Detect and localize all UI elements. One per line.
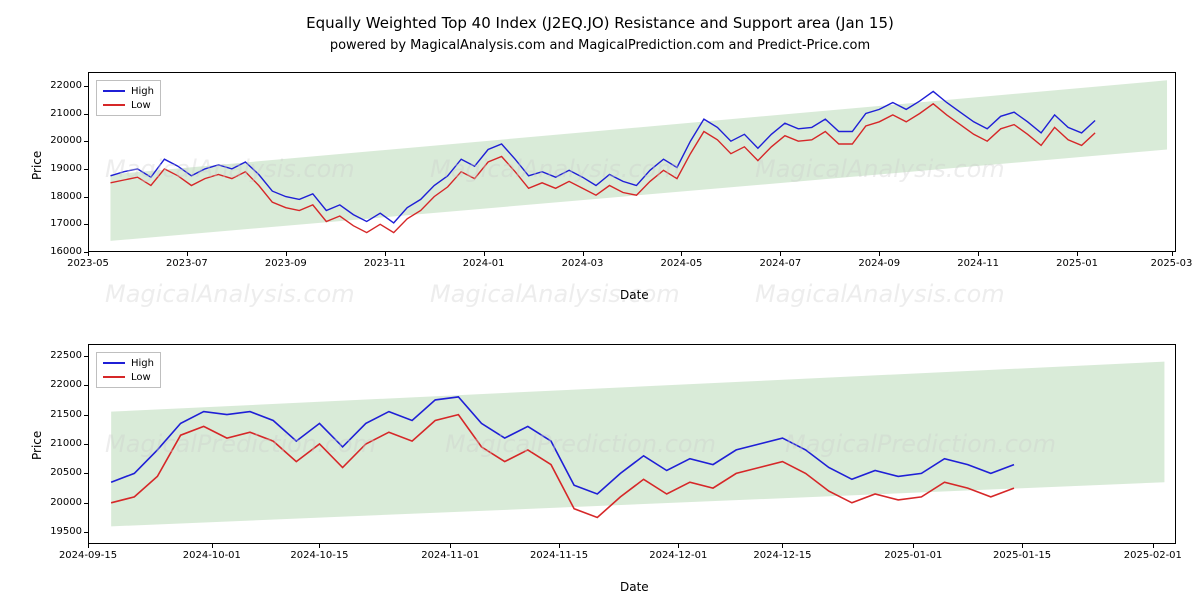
legend-swatch-high [103, 362, 125, 364]
x-tick-label: 2024-10-01 [172, 550, 252, 561]
legend-label: High [131, 358, 154, 369]
x-tick-label: 2024-11-15 [519, 550, 599, 561]
y-tick-label: 20000 [32, 497, 82, 508]
x-tick-label: 2025-02-01 [1113, 550, 1193, 561]
x-tick-label: 2025-01-01 [873, 550, 953, 561]
y-tick-label: 21000 [32, 438, 82, 449]
x-tick-label: 2024-11-01 [410, 550, 490, 561]
legend-swatch-low [103, 376, 125, 378]
y-tick-label: 21500 [32, 409, 82, 420]
x-tick-label: 2024-09-15 [48, 550, 128, 561]
x-axis-title-bottom: Date [620, 580, 649, 594]
x-tick-label: 2024-12-15 [742, 550, 822, 561]
legend-entry: Low [103, 370, 154, 384]
y-tick-label: 22500 [32, 350, 82, 361]
x-tick-label: 2024-10-15 [279, 550, 359, 561]
legend-label: Low [131, 372, 151, 383]
y-tick-label: 20500 [32, 467, 82, 478]
legend-bottom: High Low [96, 352, 161, 388]
x-tick-label: 2025-01-15 [982, 550, 1062, 561]
y-tick-label: 22000 [32, 379, 82, 390]
plot-bottom [0, 0, 1200, 600]
y-tick-label: 19500 [32, 526, 82, 537]
legend-entry: High [103, 356, 154, 370]
x-tick-label: 2024-12-01 [638, 550, 718, 561]
